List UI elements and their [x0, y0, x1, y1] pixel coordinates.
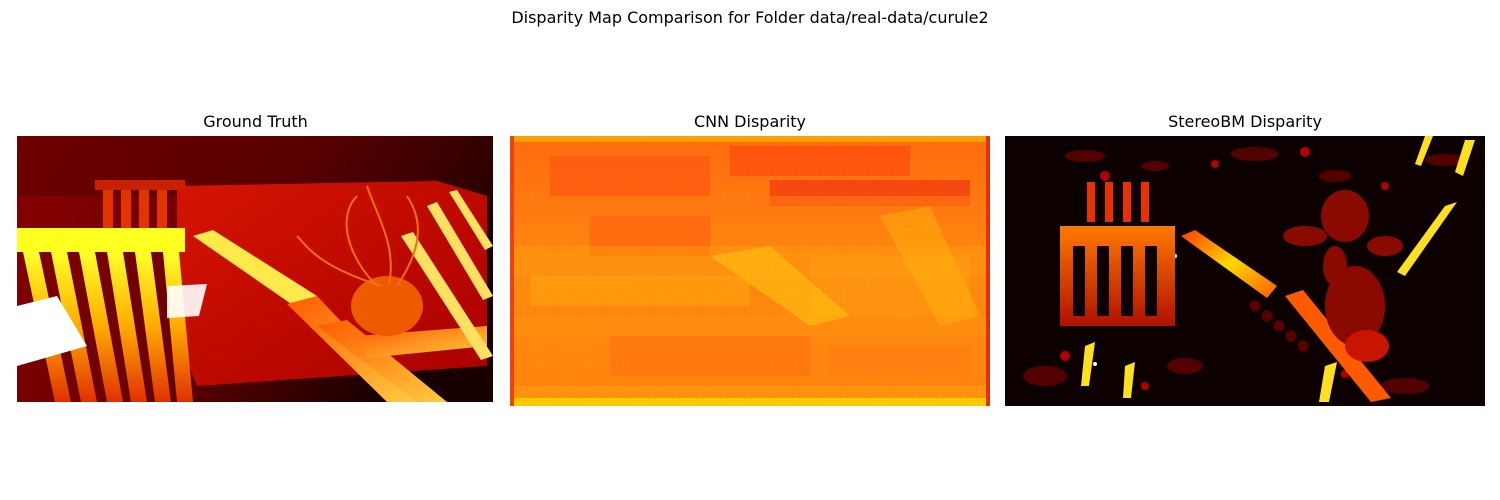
stereobm-disparity-title: StereoBM Disparity — [1168, 112, 1322, 131]
cnn-disparity-image — [510, 136, 990, 406]
stereobm-disparity-image — [1005, 136, 1485, 406]
cnn-disparity-title: CNN Disparity — [693, 112, 807, 131]
ground-truth-disparity-image — [17, 136, 494, 402]
figure-title: Disparity Map Comparison for Folder data… — [511, 8, 989, 27]
ground-truth-title: Ground Truth — [203, 112, 308, 131]
